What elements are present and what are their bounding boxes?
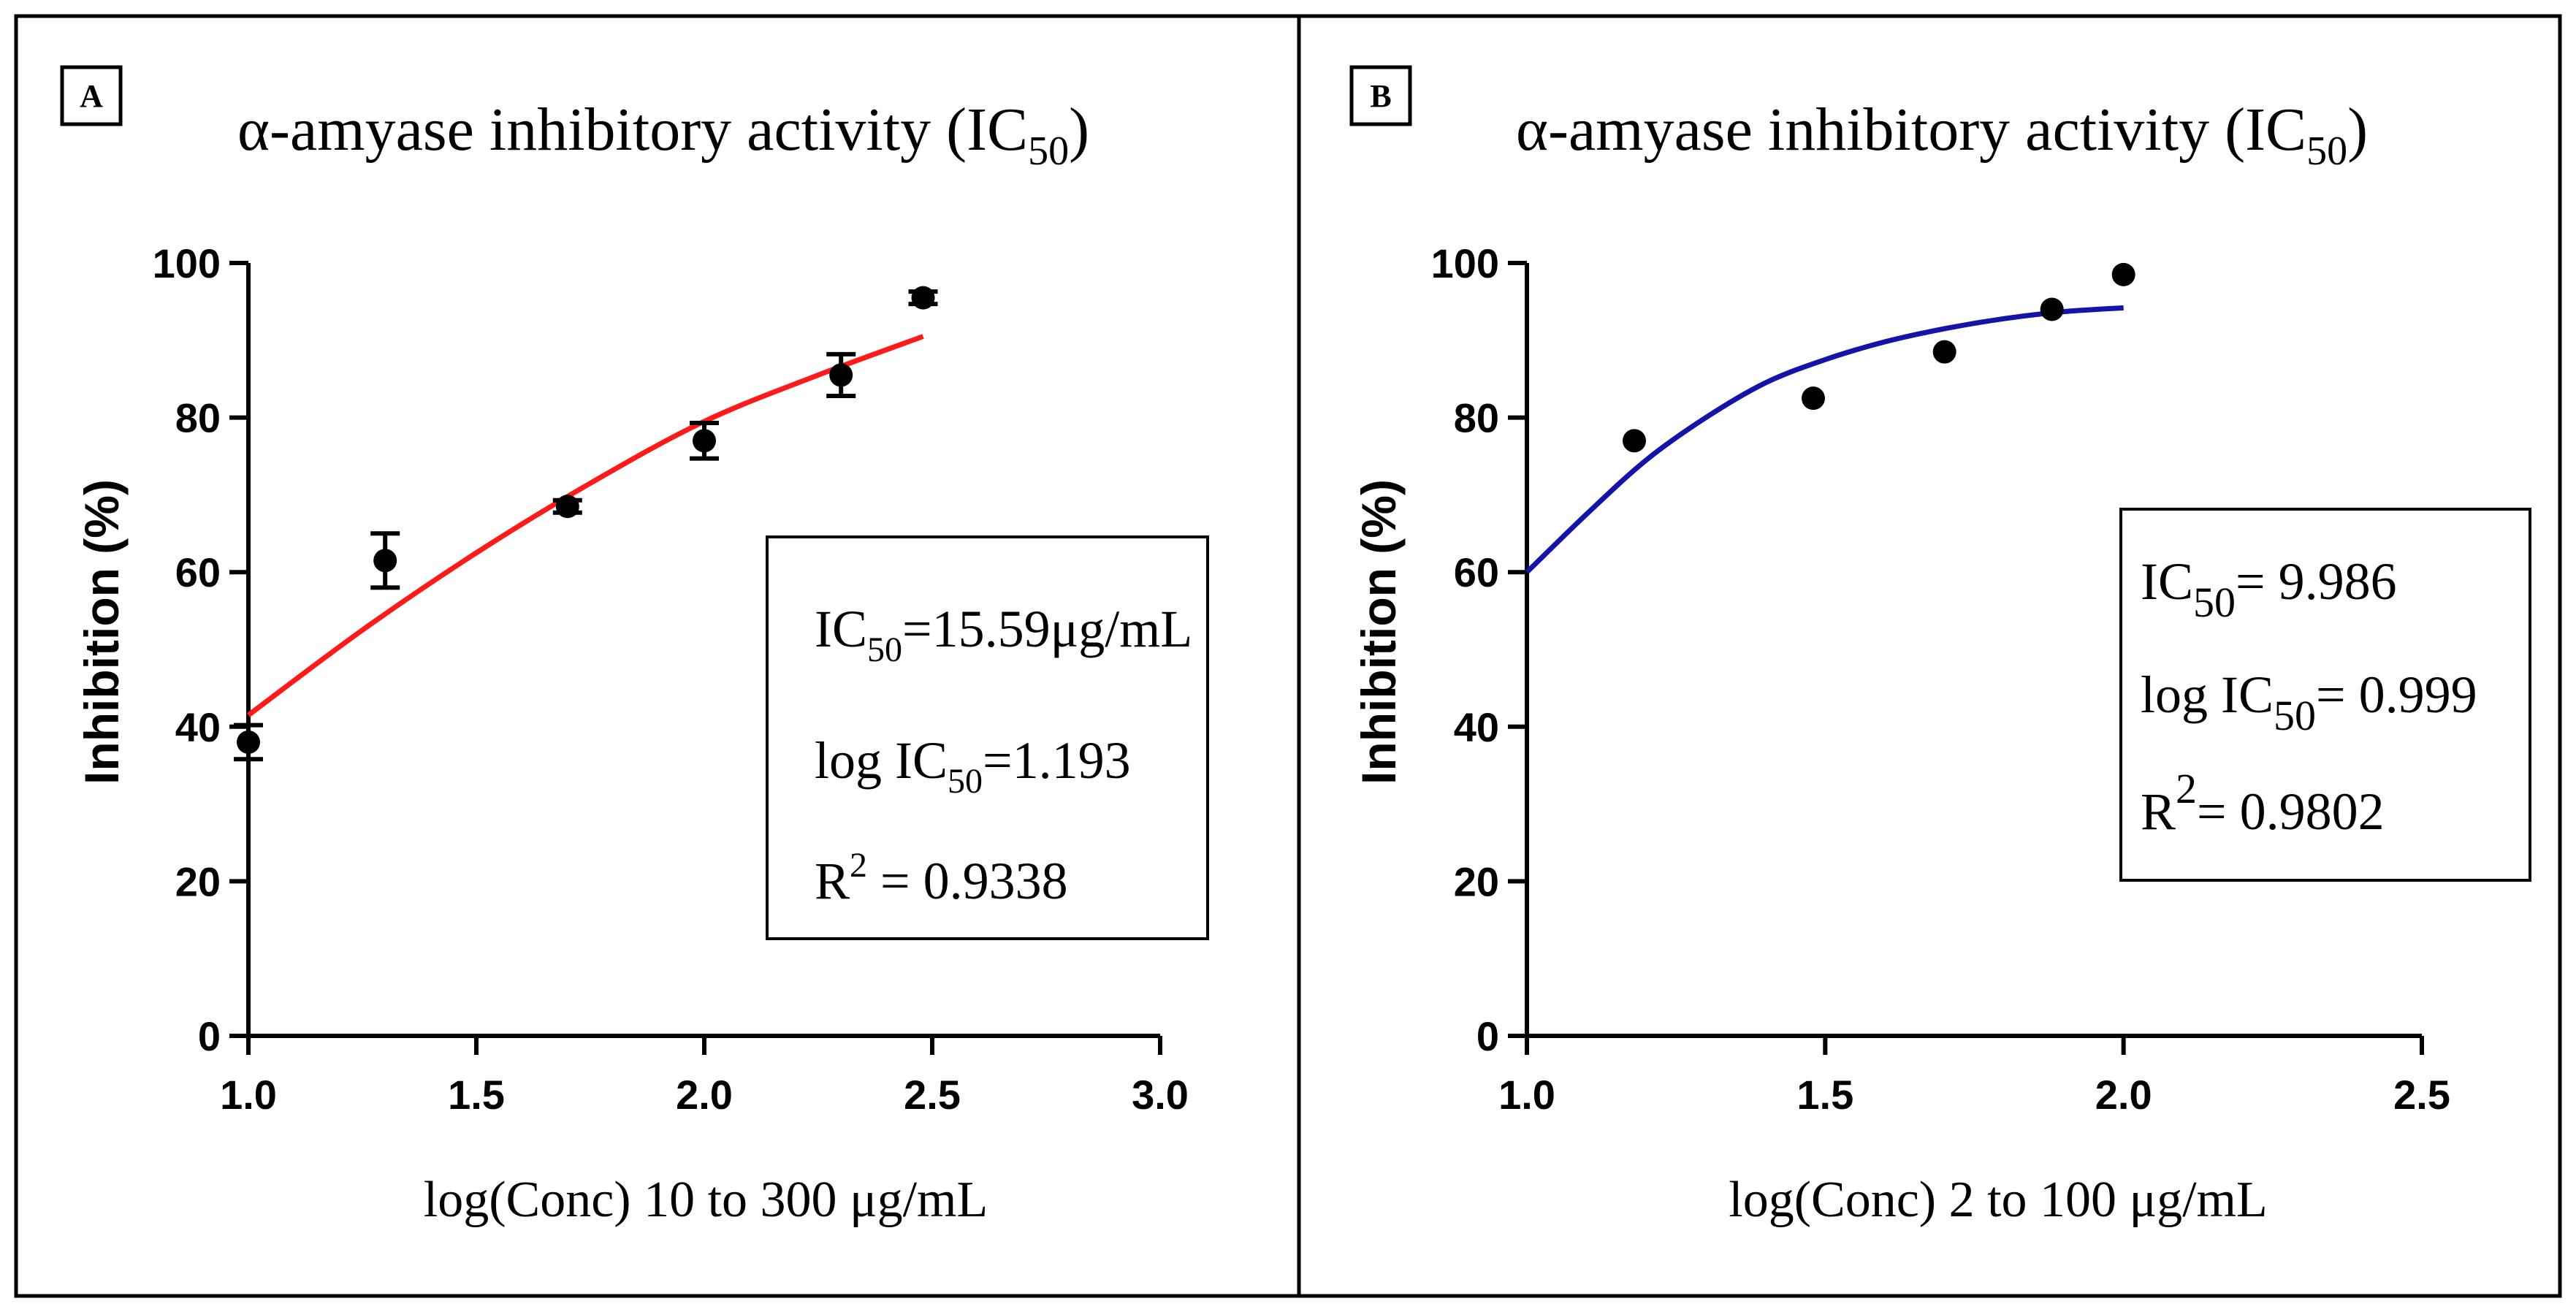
panel-a-y-tick-label: 60 <box>175 549 221 595</box>
panel-b-data-point <box>1932 340 1956 364</box>
panel-a-y-tick-label: 0 <box>198 1013 221 1059</box>
panel-b-y-axis-label: Inhibition (%) <box>1352 479 1406 785</box>
panel-a-data-point <box>911 286 935 310</box>
panel-a-y-tick-label: 80 <box>175 395 221 441</box>
panel-b-y-tick-label: 20 <box>1454 858 1499 904</box>
panel-a-label: A <box>80 78 103 114</box>
panel-b-stat-r2: R2= 0.9802 <box>2141 765 2385 841</box>
panel-a-data-point <box>373 549 397 573</box>
panel-b-data-point <box>2040 297 2064 321</box>
panel-a-plot-area: 0 20 40 60 80 100 1.0 1.5 2.0 2.5 3.0 <box>153 240 1189 1118</box>
panel-b-label-box <box>1349 65 1412 126</box>
panel-a-y-axis-label: Inhibition (%) <box>75 479 129 785</box>
panel-b-y-tick-label: 100 <box>1431 240 1499 286</box>
panel-b-y-tick-label: 60 <box>1454 549 1499 595</box>
panel-b-x-tick-label: 1.5 <box>1796 1072 1853 1118</box>
panel-b-data-point <box>2111 262 2135 286</box>
panel-a-x-tick-label: 1.0 <box>220 1072 277 1118</box>
panel-a-x-tick-label: 1.5 <box>448 1072 505 1118</box>
panel-a-title: α-amyase inhibitory activity (IC50) <box>237 96 1089 174</box>
panel-b-stats-box <box>2119 508 2531 882</box>
panel-a-y-tick-label: 20 <box>175 858 221 904</box>
panel-a-data-point <box>829 363 853 387</box>
panel-b-stat-log-ic50: log IC50= 0.999 <box>2141 665 2477 739</box>
panel-b-data-point <box>1623 429 1646 453</box>
panel-b-y-tick-label: 80 <box>1454 395 1499 441</box>
panel-b-stat-ic50: IC50= 9.986 <box>2141 552 2397 626</box>
panel-b-y-tick-label: 40 <box>1454 704 1499 750</box>
panel-a: A α-amyase inhibitory activity (IC50) In… <box>60 65 1209 1228</box>
figure-border <box>14 14 2562 1298</box>
panel-a-x-tick-label: 2.5 <box>904 1072 961 1118</box>
panel-b-plot-area: 0 20 40 60 80 100 1.0 1.5 2.0 2.5 <box>1431 240 2450 1118</box>
panel-a-stat-ic50: IC50=15.59μg/mL <box>815 600 1192 669</box>
panel-b-data-point <box>1802 386 1825 411</box>
panel-a-fit-curve <box>246 334 924 717</box>
panel-b-y-tick-label: 0 <box>1476 1013 1499 1059</box>
panel-a-y-tick-label: 40 <box>175 704 221 750</box>
panel-b-fit-curve <box>1525 305 2124 574</box>
panel-a-x-tick-label: 2.0 <box>676 1072 733 1118</box>
panel-a-data-point <box>555 495 579 519</box>
panel-b-title: α-amyase inhibitory activity (IC50) <box>1516 96 2368 174</box>
panel-a-data-point <box>693 429 716 453</box>
panel-a-x-tick-label: 3.0 <box>1132 1072 1189 1118</box>
panel-b: B α-amyase inhibitory activity (IC50) In… <box>1349 65 2531 1228</box>
panel-a-y-tick-label: 100 <box>153 240 221 286</box>
panel-b-label: B <box>1370 78 1391 114</box>
panel-a-stats-box <box>766 535 1209 940</box>
panel-a-label-box <box>60 65 123 126</box>
panel-b-x-tick-label: 2.5 <box>2393 1072 2450 1118</box>
panel-b-x-tick-label: 1.0 <box>1498 1072 1555 1118</box>
panel-a-stat-r2: R2 = 0.9338 <box>815 846 1068 910</box>
panel-a-x-axis-label: log(Conc) 10 to 300 μg/mL <box>424 1172 988 1228</box>
panel-a-data-point <box>237 730 260 754</box>
panel-b-x-tick-label: 2.0 <box>2095 1072 2152 1118</box>
panel-a-stat-log-ic50: log IC50=1.193 <box>815 731 1131 801</box>
panel-b-x-axis-label: log(Conc) 2 to 100 μg/mL <box>1729 1172 2267 1228</box>
